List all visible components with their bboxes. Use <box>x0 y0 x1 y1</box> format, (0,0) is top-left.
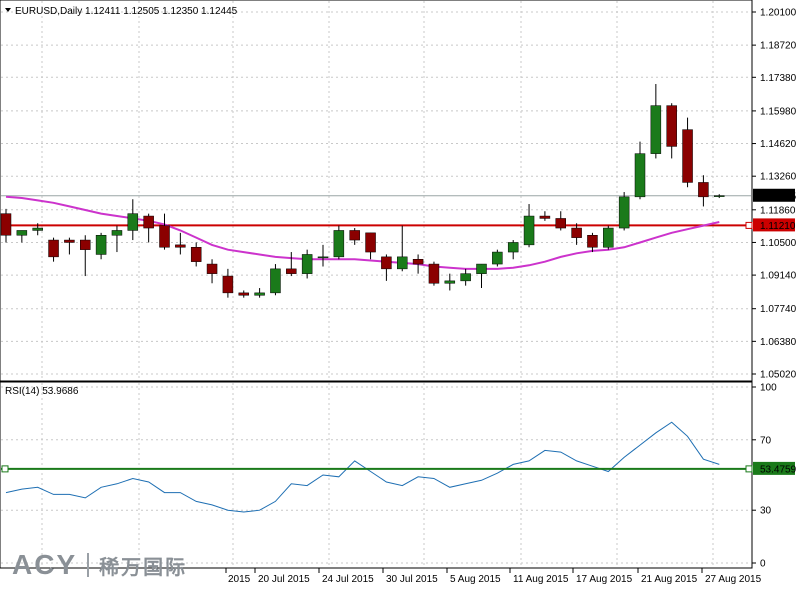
time-label: 11 Aug 2015 <box>513 574 569 585</box>
bull-candle <box>650 105 662 154</box>
hline-price-label: 1.11210 <box>760 221 796 232</box>
bull-candle <box>397 256 408 270</box>
price-tick-label: 1.06380 <box>760 337 796 348</box>
bull-candle <box>476 263 487 274</box>
broker-logo: ACY 稀万国际 <box>12 549 187 581</box>
bear-candle <box>64 239 75 243</box>
time-label: 5 Aug 2015 <box>450 574 501 585</box>
bull-candle <box>254 292 265 296</box>
price-tick-label: 1.14620 <box>760 139 796 150</box>
price-tick-label: 1.17380 <box>760 73 796 84</box>
bear-candle <box>222 275 234 294</box>
bull-candle <box>460 273 471 282</box>
bull-candle <box>301 254 313 274</box>
bull-candle <box>127 213 139 231</box>
rsi-tick-label: 100 <box>760 383 777 394</box>
bull-candle <box>333 230 345 258</box>
rsi-line <box>1 421 753 513</box>
current-price-label: 1.12445 <box>760 191 796 202</box>
bear-candle <box>381 256 392 270</box>
price-axis: 1.20100 1.18720 1.17380 1.15980 1.14620 1.132… <box>752 8 796 381</box>
bull-candle <box>16 230 28 236</box>
bear-candle <box>365 232 376 253</box>
bear-candle <box>190 247 202 262</box>
rsi-tick-label: 0 <box>760 559 766 570</box>
bull-candle <box>32 227 43 231</box>
bear-candle <box>587 234 598 248</box>
price-tick-label: 1.20100 <box>760 8 796 19</box>
time-label: 24 Jul 2015 <box>322 574 374 585</box>
time-axis: 2015 20 Jul 2015 24 Jul 2015 30 Jul 2015 5 A… <box>225 568 762 585</box>
price-tick-label: 1.13260 <box>760 172 796 183</box>
bear-candle <box>238 292 249 296</box>
rsi-grid <box>1 383 751 567</box>
price-pane-frame <box>0 0 753 382</box>
rsi-tick-label: 70 <box>760 435 772 446</box>
bear-candle <box>428 263 440 284</box>
logo-text: ACY <box>12 549 78 580</box>
bull-candle <box>444 280 456 284</box>
line-handle[interactable] <box>745 221 753 229</box>
time-label: 21 Aug 2015 <box>641 574 698 585</box>
bear-candle <box>682 129 693 183</box>
price-grid <box>1 1 751 380</box>
price-tick-label: 1.10500 <box>760 238 796 249</box>
ma-path <box>5 195 720 270</box>
bull-candle <box>492 251 503 265</box>
bull-candle <box>523 215 535 246</box>
candles <box>0 84 725 298</box>
price-tick-label: 1.11860 <box>760 205 796 216</box>
bull-candle <box>95 234 107 255</box>
price-tick-label: 1.15980 <box>760 106 796 117</box>
time-label: 27 Aug 2015 <box>705 574 762 585</box>
bull-candle <box>634 153 646 198</box>
hline-price-box <box>753 218 795 232</box>
bull-candle <box>714 195 725 197</box>
price-tick-label: 1.05020 <box>760 370 796 381</box>
bear-candle <box>159 225 170 248</box>
moving-average <box>5 195 720 270</box>
bear-candle <box>539 215 551 219</box>
bull-candle <box>317 256 329 259</box>
bull-candle <box>618 196 630 229</box>
bull-candle <box>111 230 123 236</box>
rsi-tick-label: 30 <box>760 506 772 517</box>
bear-candle <box>555 218 566 229</box>
bear-candle <box>412 259 424 265</box>
bear-candle <box>698 182 709 198</box>
bull-candle <box>270 268 281 294</box>
rsi-level-handle[interactable] <box>745 465 753 473</box>
bear-candle <box>0 213 12 236</box>
price-tick-label: 1.09140 <box>760 271 796 282</box>
price-tick-label: 1.07740 <box>760 304 796 315</box>
time-label: 2015 <box>228 574 251 585</box>
bear-candle <box>571 227 582 238</box>
bear-candle <box>143 215 154 229</box>
bear-candle <box>80 239 91 250</box>
logo-divider <box>87 553 90 577</box>
bear-candle <box>349 230 360 241</box>
rsi-axis: 100 70 30 0 53.4759 <box>752 383 796 570</box>
bear-candle <box>48 239 59 258</box>
bear-candle <box>286 268 297 274</box>
rsi-level-handle[interactable] <box>1 465 9 473</box>
rsi-level-box <box>753 461 795 475</box>
price-tick-label: 1.18720 <box>760 41 796 52</box>
chevron-down-icon[interactable] <box>5 8 11 12</box>
bear-candle <box>175 244 186 248</box>
logo-chinese-text: 稀万国际 <box>99 556 188 579</box>
time-label: 17 Aug 2015 <box>576 574 633 585</box>
bear-candle <box>666 105 677 147</box>
symbol-info: EURUSD,Daily 1.12411 1.12505 1.12350 1.1… <box>15 6 238 17</box>
time-label: 20 Jul 2015 <box>258 574 310 585</box>
rsi-level-label: 53.4759 <box>760 464 796 475</box>
bull-candle <box>507 242 519 253</box>
current-price-box <box>753 188 795 202</box>
bear-candle <box>206 263 218 274</box>
rsi-label: RSI(14) 53.9686 <box>5 386 79 397</box>
time-label: 30 Jul 2015 <box>386 574 438 585</box>
bull-candle <box>603 227 614 248</box>
